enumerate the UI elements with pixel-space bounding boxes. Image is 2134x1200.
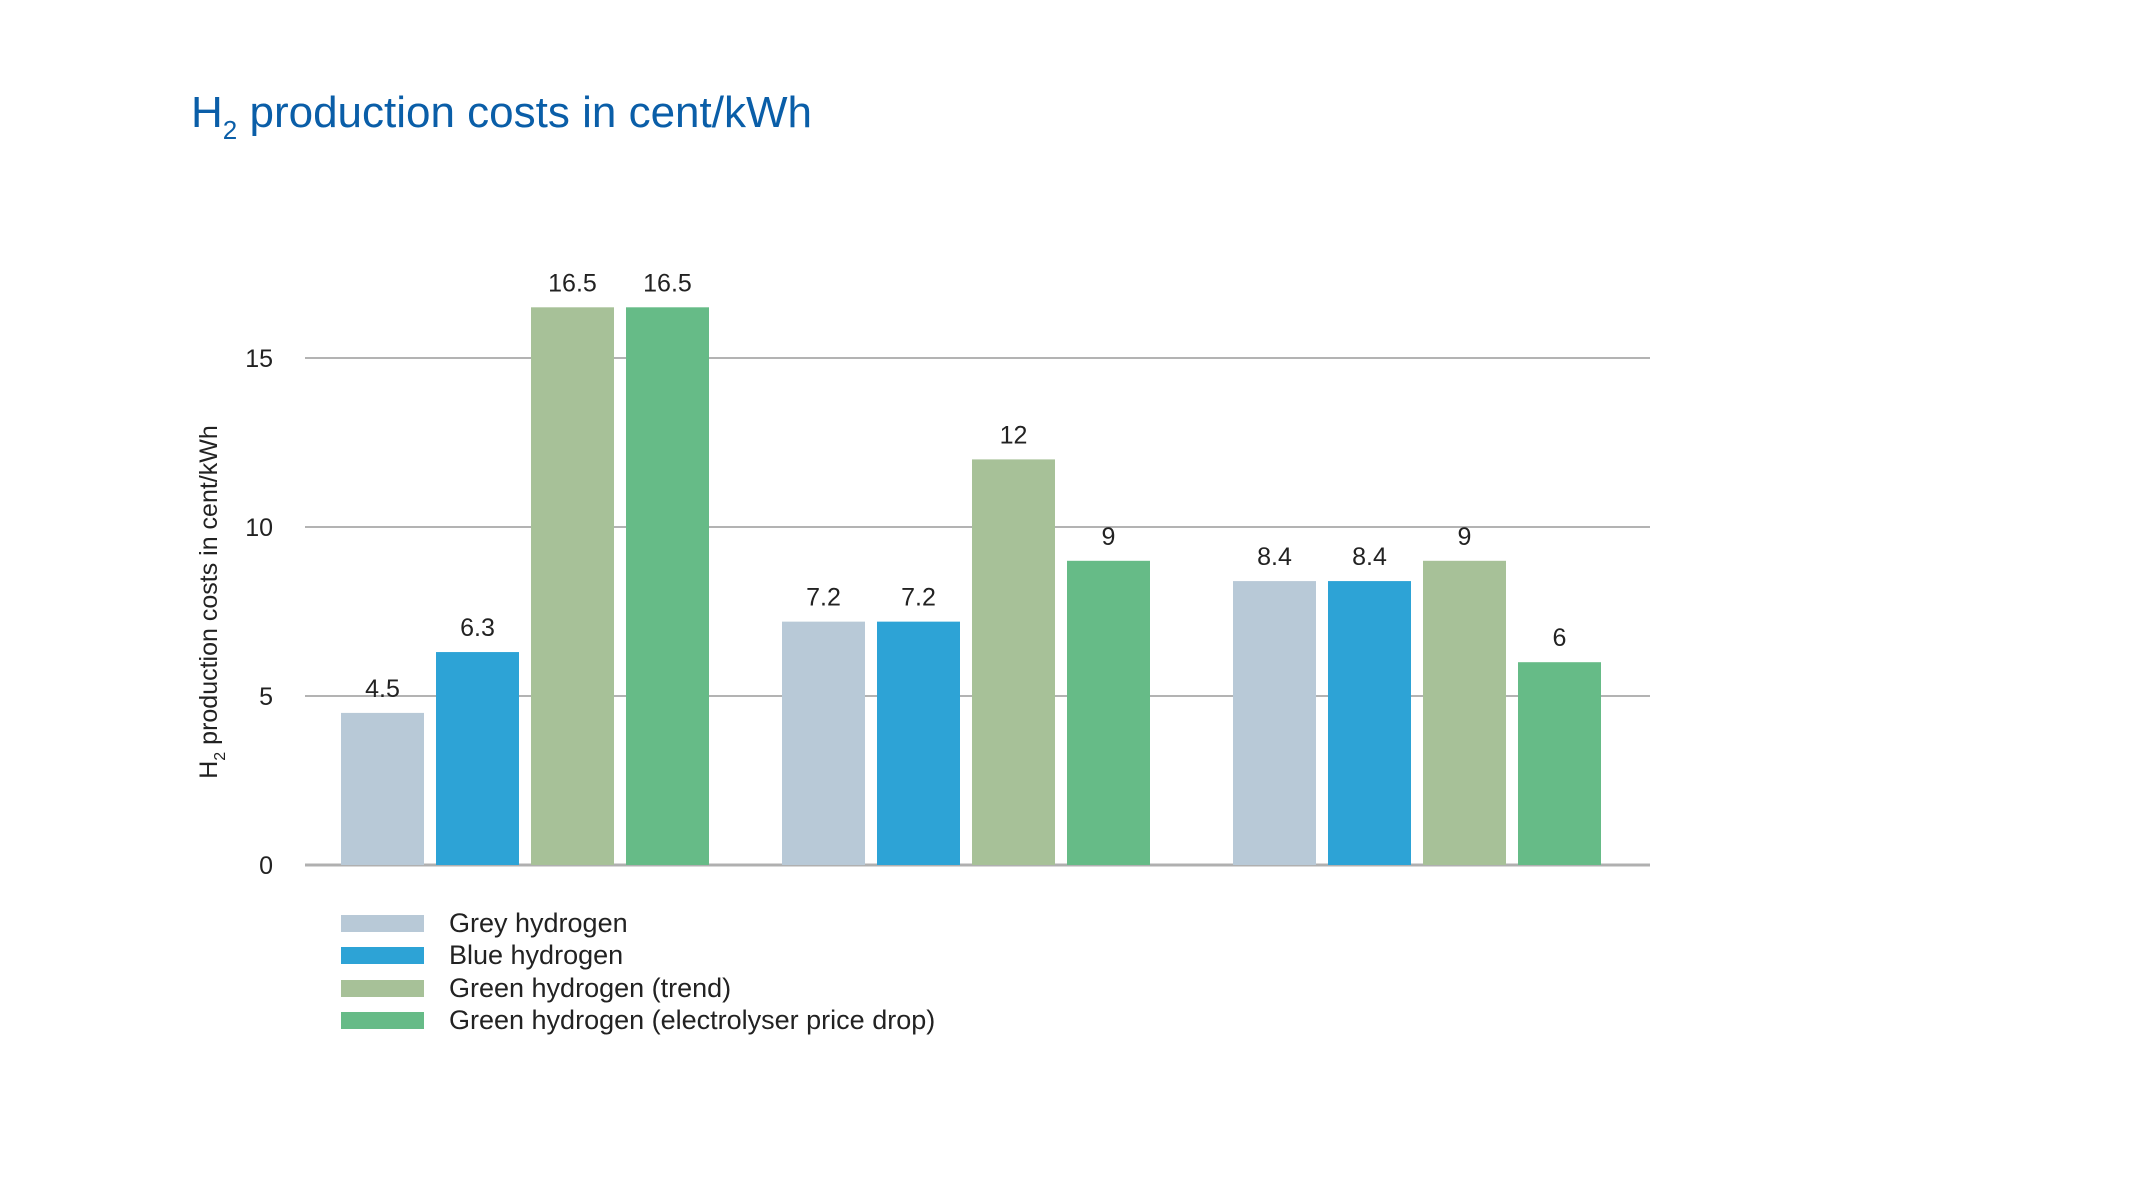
legend-item: Green hydrogen (electrolyser price drop) [341, 1005, 935, 1035]
legend-swatch [341, 947, 424, 964]
data-label: 9 [1102, 523, 1116, 551]
data-label: 7.2 [901, 584, 936, 612]
legend-swatch [341, 1012, 424, 1029]
data-label: 4.5 [365, 675, 400, 703]
legend-item: Blue hydrogen [341, 940, 623, 970]
bar [972, 459, 1055, 865]
bar [626, 307, 709, 865]
bar [531, 307, 614, 865]
data-label: 6 [1553, 624, 1567, 652]
legend-swatch [341, 915, 424, 932]
legend-label: Green hydrogen (electrolyser price drop) [449, 1005, 935, 1035]
chart-title: H2 production costs in cent/kWh [191, 88, 812, 145]
data-label: 16.5 [548, 269, 597, 297]
legend-swatch [341, 980, 424, 997]
y-axis-label: H2 production costs in cent/kWh [195, 425, 229, 779]
data-label: 8.4 [1352, 543, 1387, 571]
y-tick-label: 10 [245, 514, 273, 542]
bar [1328, 581, 1411, 865]
y-tick-label: 15 [245, 345, 273, 373]
data-label: 16.5 [643, 269, 692, 297]
y-tick-label: 5 [259, 683, 273, 711]
data-label: 12 [1000, 421, 1028, 449]
legend-label: Green hydrogen (trend) [449, 973, 731, 1003]
y-tick-label: 0 [259, 852, 273, 880]
bar [436, 652, 519, 865]
data-label: 7.2 [806, 584, 841, 612]
bar [877, 621, 960, 865]
data-label: 9 [1458, 523, 1472, 551]
bar [1067, 560, 1150, 865]
bar [1423, 560, 1506, 865]
bar [782, 621, 865, 865]
data-label: 6.3 [460, 614, 495, 642]
data-label: 8.4 [1257, 543, 1292, 571]
legend-label: Grey hydrogen [449, 908, 628, 938]
legend-item: Green hydrogen (trend) [341, 973, 731, 1003]
legend-label: Blue hydrogen [449, 940, 623, 970]
bar [1233, 581, 1316, 865]
bar [341, 712, 424, 865]
bar [1518, 662, 1601, 865]
legend-item: Grey hydrogen [341, 908, 628, 938]
